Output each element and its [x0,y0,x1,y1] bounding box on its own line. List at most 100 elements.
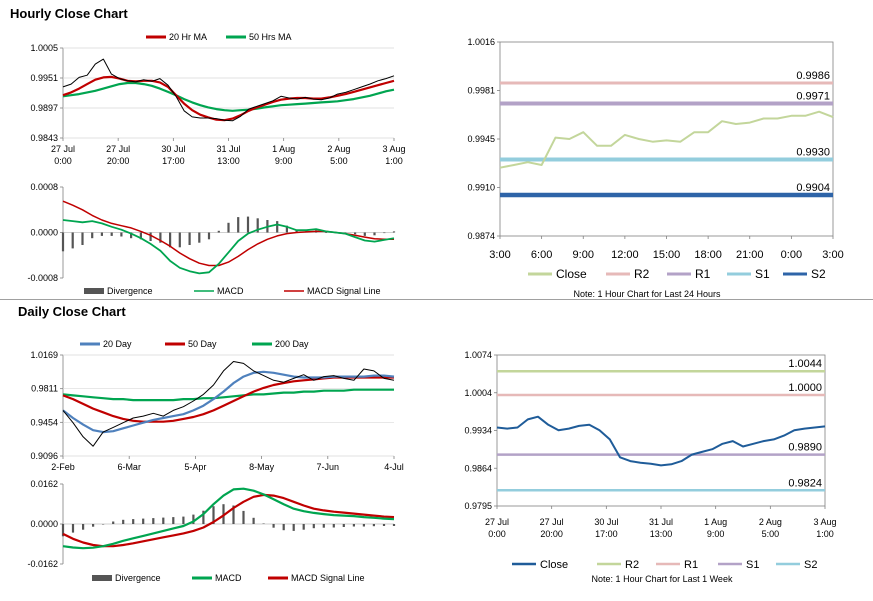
daily-price-y-tick-label: 0.9454 [30,417,58,427]
daily-levels-y-tick-label: 0.9864 [464,463,492,473]
hourly-macd-divergence-bar [120,232,123,237]
hourly-macd-divergence-bar [207,232,211,240]
daily-macd-y-tick-label: -0.0162 [27,559,58,569]
hourly-price-y-tick-label: 0.9897 [30,103,58,113]
daily-levels-x-tick-label: 30 Jul [594,517,618,527]
daily-price-200-day-legend-label: 200 Day [275,339,309,349]
hourly-macd-divergence-bar [81,232,84,245]
hourly-price-series-50hr-ma [62,81,395,112]
daily-macd-divergence-bar [202,510,205,524]
daily-price-y-tick-label: 1.0169 [30,350,58,360]
daily-macd-divergence-bar [162,517,165,524]
hourly-macd-divergence-bar [237,217,240,233]
hourly-macd-series-macd [62,219,395,275]
daily-macd-divergence-bar [82,524,85,530]
hourly-macd-divergence-legend-label: Divergence [107,286,153,296]
daily-macd-divergence-bar [392,524,396,526]
daily-macd-macd-legend-label: MACD [215,573,242,583]
hourly-price-x-tick-label: 20:00 [107,156,130,166]
daily-macd-divergence-bar [382,524,386,526]
daily-price-x-tick-label: 7-Jun [317,462,340,472]
hourly-levels-note: Note: 1 Hour Chart for Last 24 Hours [573,289,721,299]
daily-levels-legend-label: R1 [684,559,698,571]
hourly-price-x-tick-label: 27 Jul [106,144,130,154]
daily-levels-x-tick-label: 13:00 [650,529,673,539]
daily-price-x-tick-label: 2-Feb [51,462,75,472]
hourly-levels-y-tick-label: 1.0016 [467,37,495,47]
hourly-macd-divergence-bar [159,232,162,243]
daily-levels-series-close [496,415,826,467]
hourly-price-x-tick-label: 9:00 [275,156,293,166]
hourly-levels-x-tick-label: 0:00 [781,249,802,261]
daily-macd-divergence-bar [102,524,105,525]
hourly-macd-divergence-bar [217,230,220,233]
daily-levels-x-tick-label: 20:00 [540,529,563,539]
daily-price-x-tick-label: 4-Jul [384,462,404,472]
daily-levels-x-tick-label: 3 Aug [813,517,836,527]
hourly-section-title: Hourly Close Chart [10,6,128,21]
daily-macd-divergence-bar [362,524,365,527]
hourly-macd-divergence-bar [110,232,113,236]
hourly-levels-level-label-r1: 0.9971 [796,90,830,102]
daily-macd-divergence-bar [322,524,325,528]
daily-macd-divergence-bar [332,524,335,528]
daily-macd-divergence-bar [172,517,175,524]
daily-section-title: Daily Close Chart [18,304,126,319]
daily-levels-level-label-s1: 0.9890 [788,442,822,454]
hourly-levels-series-close [499,110,834,169]
daily-macd-divergence-bar [212,506,215,524]
daily-price-y-tick-label: 0.9096 [30,451,58,461]
hourly-levels-level-label-r2: 0.9986 [796,70,830,82]
hourly-price-20hr-ma-legend-label: 20 Hr MA [169,32,207,42]
hourly-price-y-tick-label: 1.0005 [30,43,58,53]
hourly-levels-x-tick-label: 12:00 [611,249,639,261]
daily-macd-divergence-bar [112,521,115,524]
hourly-levels-x-tick-label: 9:00 [573,249,594,261]
daily-levels-x-tick-label: 9:00 [707,529,725,539]
daily-macd-divergence-bar [92,524,95,527]
hourly-macd-divergence-bar [324,232,327,233]
hourly-levels-x-tick-label: 6:00 [531,249,552,261]
daily-levels-y-tick-label: 0.9934 [464,426,492,436]
daily-macd-series-signal [62,493,395,548]
daily-levels-x-tick-label: 5:00 [762,529,780,539]
hourly-macd-y-tick-label: 0.0000 [30,228,58,238]
hourly-levels-x-tick-label: 3:00 [489,249,510,261]
daily-levels-level-label-r2: 1.0044 [788,358,822,370]
daily-macd-series-macd [62,487,395,550]
section-divider [0,299,873,300]
hourly-levels-legend-label: Close [556,267,587,281]
daily-levels-note: Note: 1 Hour Chart for Last 1 Week [592,574,733,584]
daily-macd-divergence-bar [61,524,65,537]
hourly-levels-level-label-s2: 0.9904 [796,182,830,194]
hourly-macd-divergence-bar [149,232,152,241]
daily-levels-legend-label: Close [540,559,568,571]
hourly-price-x-tick-label: 31 Jul [216,144,240,154]
hourly-macd-divergence-legend-swatch [84,288,104,294]
daily-macd-divergence-bar [142,518,145,524]
daily-price-y-tick-label: 0.9811 [31,384,58,394]
hourly-price-x-tick-label: 17:00 [162,156,185,166]
daily-levels-x-tick-label: 17:00 [595,529,618,539]
hourly-price-series-price [62,58,395,122]
daily-levels-frame [496,354,826,507]
hourly-macd-divergence-bar [71,232,74,249]
hourly-price-x-tick-label: 3 Aug [382,144,405,154]
daily-levels-x-tick-label: 31 Jul [649,517,673,527]
hourly-price-x-tick-label: 1:00 [385,156,403,166]
daily-macd-signal-legend-label: MACD Signal Line [291,573,365,583]
daily-levels-y-tick-label: 1.0004 [464,388,492,398]
daily-macd-divergence-bar [282,524,285,531]
daily-macd-divergence-bar [272,524,275,528]
daily-levels-legend-label: S1 [746,559,759,571]
hourly-macd-signal-legend-label: MACD Signal Line [307,286,381,296]
hourly-price-x-tick-label: 27 Jul [51,144,75,154]
hourly-macd-divergence-bar [139,232,142,240]
hourly-price-y-tick-label: 0.9843 [30,133,58,143]
daily-levels-x-tick-label: 27 Jul [485,517,509,527]
daily-price-x-tick-label: 8-May [249,462,275,472]
daily-levels-level-label-s2: 0.9824 [788,477,822,489]
hourly-price-50hr-ma-legend-label: 50 Hrs MA [249,32,292,42]
hourly-price-x-tick-label: 0:00 [54,156,72,166]
daily-levels-legend-label: R2 [625,559,639,571]
